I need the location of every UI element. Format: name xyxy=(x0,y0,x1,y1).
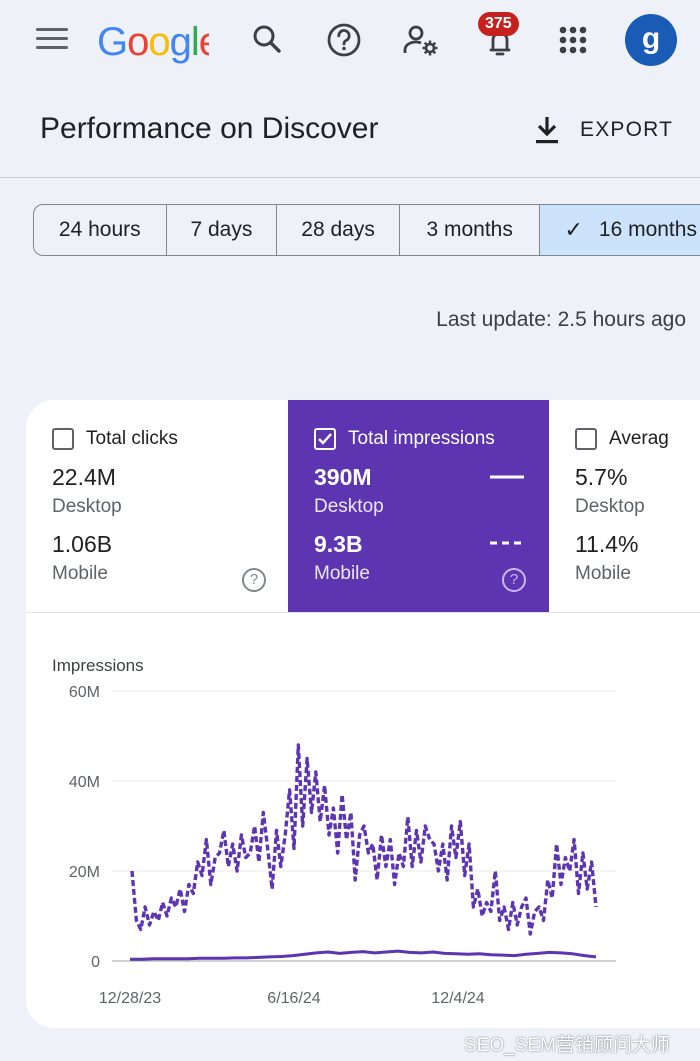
chip-28-days[interactable]: 28 days xyxy=(277,205,400,255)
desktop-value: 5.7% xyxy=(575,464,628,490)
series-line-mobile xyxy=(130,743,598,936)
dashed-line-legend-icon xyxy=(490,541,524,545)
last-update-text: Last update: 2.5 hours ago xyxy=(436,308,686,331)
y-tick-label: 0 xyxy=(91,954,100,971)
download-icon xyxy=(536,117,558,144)
help-icon[interactable]: ? xyxy=(502,568,526,592)
desktop-label: Desktop xyxy=(314,496,384,517)
mobile-label: Mobile xyxy=(52,563,108,584)
checkbox-checked-icon[interactable] xyxy=(314,428,336,450)
x-tick-label: 6/16/24 xyxy=(267,990,320,1007)
desktop-label: Desktop xyxy=(52,496,122,517)
desktop-value: 22.4M xyxy=(52,464,116,490)
chip-label: 24 hours xyxy=(58,218,141,241)
metric-title: Total impressions xyxy=(348,428,495,449)
y-tick-label: 20M xyxy=(69,864,100,881)
header-divider xyxy=(0,177,700,178)
help-icon[interactable] xyxy=(324,20,364,60)
metric-title: Averag xyxy=(609,428,669,449)
series-line-desktop xyxy=(130,949,597,961)
apps-grid-icon[interactable] xyxy=(553,20,593,60)
chip-label: 28 days xyxy=(301,218,375,241)
metric-header: Total impressions xyxy=(314,428,495,450)
top-app-bar: Google 375 g xyxy=(0,0,700,84)
export-button[interactable]: EXPORT xyxy=(534,112,673,148)
metric-title: Total clicks xyxy=(86,428,178,449)
mobile-value: 1.06B xyxy=(52,531,113,557)
chip-3-months[interactable]: 3 months xyxy=(400,205,541,255)
metric-average-ctr[interactable]: Averag 5.7% Desktop 11.4% Mobile xyxy=(549,400,700,612)
x-tick-label: 12/4/24 xyxy=(431,990,484,1007)
checkbox-unchecked-icon[interactable] xyxy=(52,428,74,450)
x-tick-label: 12/28/23 xyxy=(99,990,161,1007)
google-logo[interactable]: Google xyxy=(97,20,209,64)
performance-card: Total clicks 22.4M Desktop 1.06B Mobile … xyxy=(26,400,700,1028)
chip-label: 7 days xyxy=(190,218,253,241)
metric-total-clicks[interactable]: Total clicks 22.4M Desktop 1.06B Mobile … xyxy=(26,400,288,612)
metric-header: Averag xyxy=(575,428,669,450)
chip-24-hours[interactable]: 24 hours xyxy=(34,205,167,255)
search-icon[interactable] xyxy=(247,20,287,60)
hamburger-menu-icon[interactable] xyxy=(36,28,68,52)
chip-label: 3 months xyxy=(426,218,513,241)
solid-line-legend-icon xyxy=(490,475,524,479)
chip-label: 16 months xyxy=(598,218,697,241)
mobile-value: 9.3B xyxy=(314,531,363,557)
metric-header: Total clicks xyxy=(52,428,178,450)
mobile-label: Mobile xyxy=(314,563,370,584)
desktop-value: 390M xyxy=(314,464,372,490)
chart-title: Impressions xyxy=(52,656,144,675)
metric-total-impressions[interactable]: Total impressions 390M Desktop 9.3B Mobi… xyxy=(288,400,549,612)
notification-count-badge: 375 xyxy=(478,12,519,36)
card-divider xyxy=(26,612,700,613)
checkbox-unchecked-icon[interactable] xyxy=(575,428,597,450)
manage-users-settings-icon[interactable] xyxy=(401,20,441,60)
impressions-chart[interactable]: 0 20M 40M 60M 12/28/23 6/16/24 12/4/24 xyxy=(26,670,700,1020)
chip-7-days[interactable]: 7 days xyxy=(167,205,278,255)
y-tick-label: 40M xyxy=(69,774,100,791)
account-avatar[interactable]: g xyxy=(625,14,677,66)
desktop-label: Desktop xyxy=(575,496,645,517)
mobile-label: Mobile xyxy=(575,563,631,584)
watermark: SEO_SEM营销顾问大师 xyxy=(464,1035,670,1056)
mobile-value: 11.4% xyxy=(575,531,639,557)
check-icon: ✓ xyxy=(564,217,583,242)
help-icon[interactable]: ? xyxy=(242,568,266,592)
export-label: EXPORT xyxy=(580,118,674,141)
chip-16-months[interactable]: ✓ 16 months xyxy=(540,205,700,255)
date-range-selector: 24 hours 7 days 28 days 3 months ✓ 16 mo… xyxy=(33,204,700,256)
y-tick-label: 60M xyxy=(69,684,100,701)
page-title: Performance on Discover xyxy=(40,112,379,145)
